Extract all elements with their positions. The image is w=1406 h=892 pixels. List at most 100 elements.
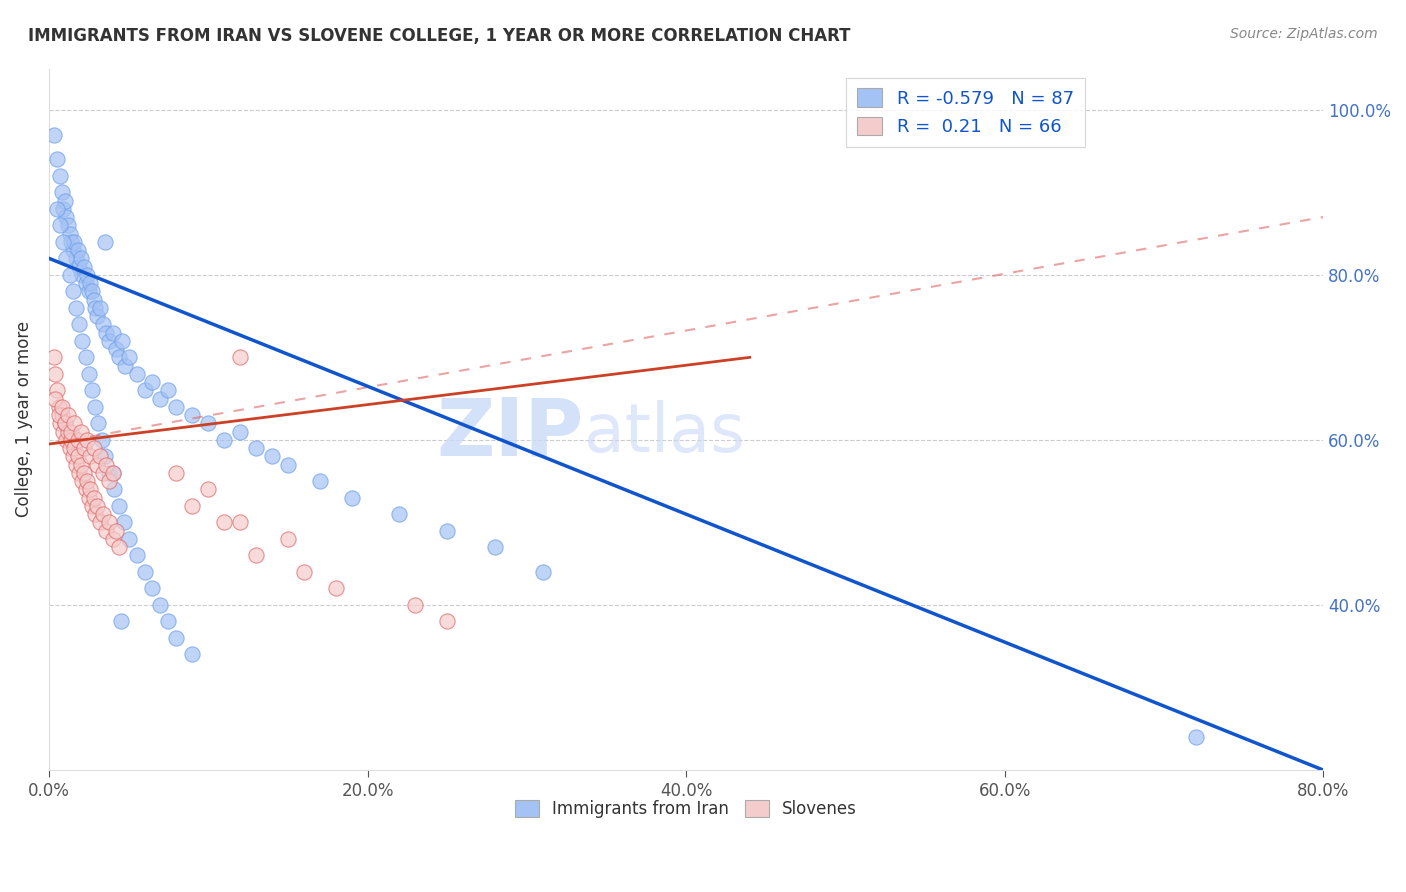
Point bbox=[108, 499, 131, 513]
Point bbox=[93, 450, 115, 464]
Point bbox=[101, 532, 124, 546]
Legend: Immigrants from Iran, Slovenes: Immigrants from Iran, Slovenes bbox=[509, 793, 863, 825]
Point bbox=[110, 615, 132, 629]
Point bbox=[53, 417, 76, 431]
Point bbox=[90, 433, 112, 447]
Point bbox=[49, 219, 72, 233]
Point bbox=[114, 359, 136, 373]
Point bbox=[308, 474, 330, 488]
Point bbox=[73, 466, 96, 480]
Point bbox=[96, 326, 118, 340]
Point bbox=[73, 260, 96, 274]
Point bbox=[229, 351, 252, 365]
Point bbox=[101, 466, 124, 480]
Point bbox=[98, 516, 121, 530]
Point bbox=[69, 252, 91, 266]
Point bbox=[83, 293, 105, 307]
Point bbox=[80, 384, 103, 398]
Point bbox=[531, 565, 554, 579]
Point bbox=[108, 540, 131, 554]
Point bbox=[103, 483, 125, 497]
Point bbox=[72, 268, 94, 282]
Text: IMMIGRANTS FROM IRAN VS SLOVENE COLLEGE, 1 YEAR OR MORE CORRELATION CHART: IMMIGRANTS FROM IRAN VS SLOVENE COLLEGE,… bbox=[28, 27, 851, 45]
Point bbox=[60, 433, 83, 447]
Point bbox=[125, 549, 148, 563]
Point bbox=[325, 582, 347, 596]
Text: ZIP: ZIP bbox=[437, 394, 583, 472]
Point bbox=[63, 441, 86, 455]
Point bbox=[75, 483, 97, 497]
Point bbox=[89, 450, 111, 464]
Point bbox=[111, 334, 134, 348]
Point bbox=[181, 499, 204, 513]
Point bbox=[76, 474, 98, 488]
Point bbox=[79, 276, 101, 290]
Point bbox=[229, 425, 252, 439]
Point bbox=[93, 235, 115, 249]
Point bbox=[117, 351, 139, 365]
Point bbox=[66, 450, 89, 464]
Point bbox=[87, 417, 110, 431]
Point bbox=[56, 219, 79, 233]
Point bbox=[86, 458, 108, 472]
Point bbox=[277, 532, 299, 546]
Point bbox=[66, 243, 89, 257]
Point bbox=[104, 524, 127, 538]
Point bbox=[66, 433, 89, 447]
Point bbox=[89, 301, 111, 315]
Point bbox=[51, 400, 73, 414]
Point bbox=[79, 483, 101, 497]
Point bbox=[212, 516, 235, 530]
Point bbox=[89, 516, 111, 530]
Point bbox=[75, 276, 97, 290]
Point bbox=[86, 499, 108, 513]
Point bbox=[44, 367, 66, 381]
Point bbox=[84, 400, 107, 414]
Point bbox=[53, 417, 76, 431]
Point bbox=[45, 153, 67, 167]
Point bbox=[59, 227, 82, 241]
Point bbox=[91, 318, 114, 332]
Point bbox=[340, 491, 363, 505]
Point bbox=[125, 367, 148, 381]
Point bbox=[1184, 730, 1206, 744]
Point bbox=[96, 524, 118, 538]
Point bbox=[52, 425, 75, 439]
Point bbox=[98, 466, 121, 480]
Point bbox=[404, 598, 426, 612]
Point bbox=[165, 400, 187, 414]
Point bbox=[197, 483, 219, 497]
Point bbox=[104, 342, 127, 356]
Point bbox=[55, 252, 77, 266]
Point bbox=[134, 565, 156, 579]
Point bbox=[53, 194, 76, 208]
Point bbox=[98, 474, 121, 488]
Point bbox=[91, 466, 114, 480]
Point bbox=[80, 499, 103, 513]
Point bbox=[65, 252, 87, 266]
Point bbox=[83, 491, 105, 505]
Point bbox=[42, 128, 65, 142]
Point bbox=[149, 392, 172, 406]
Point bbox=[55, 210, 77, 224]
Point bbox=[292, 565, 315, 579]
Point bbox=[76, 433, 98, 447]
Point bbox=[73, 441, 96, 455]
Point bbox=[149, 598, 172, 612]
Point bbox=[49, 417, 72, 431]
Point bbox=[67, 318, 90, 332]
Point bbox=[165, 466, 187, 480]
Point bbox=[181, 648, 204, 662]
Text: Source: ZipAtlas.com: Source: ZipAtlas.com bbox=[1230, 27, 1378, 41]
Point bbox=[67, 260, 90, 274]
Point bbox=[157, 384, 180, 398]
Point bbox=[77, 491, 100, 505]
Y-axis label: College, 1 year or more: College, 1 year or more bbox=[15, 321, 32, 517]
Point bbox=[62, 285, 84, 299]
Point bbox=[55, 433, 77, 447]
Point bbox=[260, 450, 283, 464]
Point bbox=[51, 408, 73, 422]
Point bbox=[112, 516, 135, 530]
Point bbox=[98, 334, 121, 348]
Text: atlas: atlas bbox=[583, 401, 745, 467]
